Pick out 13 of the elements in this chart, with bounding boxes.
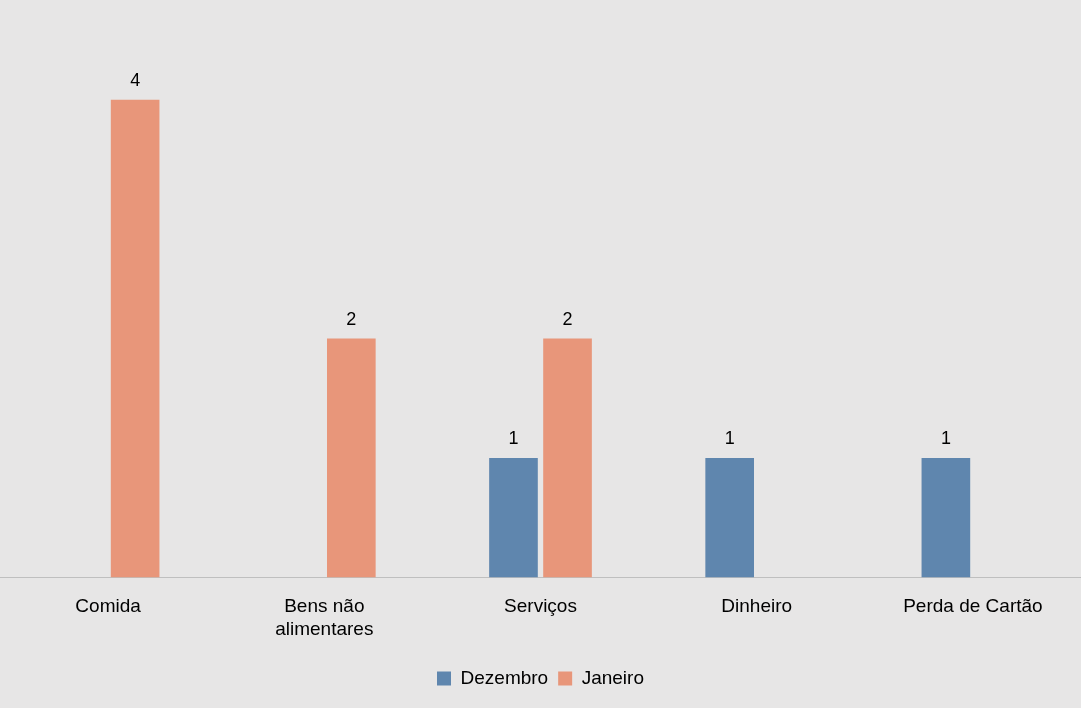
data-label: 1 <box>508 427 519 448</box>
x-tick-label: Serviços <box>504 595 577 617</box>
data-label: 1 <box>940 427 951 448</box>
data-label: 2 <box>562 308 573 329</box>
x-tick-label: Perda de Cartão <box>903 595 1043 617</box>
data-label: 2 <box>346 308 357 329</box>
data-label: 1 <box>724 427 735 448</box>
legend-label: Janeiro <box>581 666 644 688</box>
data-label: 4 <box>130 69 141 90</box>
legend-label: Dezembro <box>460 666 549 688</box>
x-tick-label: Comida <box>75 595 142 617</box>
x-tick-label: Dinheiro <box>721 595 793 617</box>
x-tick-label: Bens não alimentares <box>275 595 374 639</box>
